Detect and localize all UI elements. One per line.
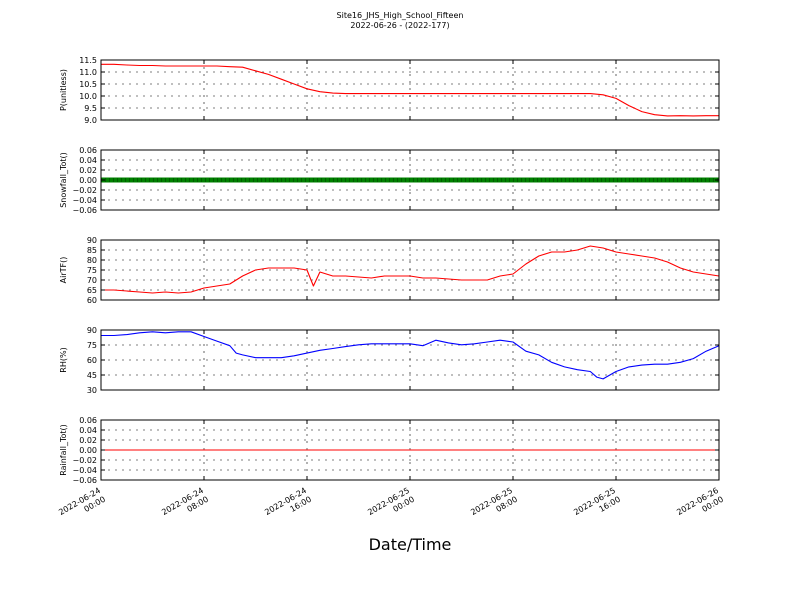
y-tick-label: −0.04 — [72, 196, 97, 205]
y-tick-label: 30 — [87, 386, 97, 395]
chart-title: Site16_JHS_High_School_Fifteen — [336, 11, 464, 20]
y-tick-label: 10.0 — [79, 92, 97, 101]
series-line — [101, 63, 719, 117]
y-tick-label: 0.02 — [79, 166, 97, 175]
x-tick-label: 2022-06-2500:00 — [366, 486, 416, 526]
x-tick-label: 2022-06-2516:00 — [572, 486, 622, 526]
y-tick-label: −0.06 — [72, 206, 97, 215]
y-tick-label: −0.04 — [72, 466, 97, 475]
y-tick-label: −0.06 — [72, 476, 97, 485]
y-tick-label: 11.5 — [79, 56, 97, 65]
y-tick-label: 0.02 — [79, 436, 97, 445]
y-tick-label: 70 — [87, 276, 97, 285]
y-tick-label: 0.06 — [79, 146, 97, 155]
y-tick-label: 45 — [87, 371, 97, 380]
series-line — [101, 331, 720, 380]
y-tick-label: 90 — [87, 326, 97, 335]
y-tick-label: 60 — [87, 356, 97, 365]
x-tick-label: 2022-06-2416:00 — [263, 486, 313, 526]
y-axis-label: P(unitless) — [59, 69, 68, 111]
y-tick-label: 75 — [87, 266, 97, 275]
y-axis-label: AirTF() — [59, 257, 68, 284]
y-tick-label: 85 — [87, 246, 97, 255]
x-tick-label: 2022-06-2508:00 — [469, 486, 519, 526]
chart-subtitle: 2022-06-26 - (2022-177) — [350, 21, 450, 30]
x-tick-label: 2022-06-2400:00 — [57, 486, 107, 526]
y-tick-label: 75 — [87, 341, 97, 350]
y-tick-label: 0.04 — [79, 426, 97, 435]
y-tick-label: 0.00 — [79, 176, 97, 185]
series-line — [101, 245, 720, 294]
y-axis-label: Snowfall_Tot() — [59, 152, 68, 208]
y-tick-label: 9.0 — [84, 116, 97, 125]
y-tick-label: 65 — [87, 286, 97, 295]
x-tick-label: 2022-06-2600:00 — [675, 486, 725, 526]
y-tick-label: 10.5 — [79, 80, 97, 89]
y-tick-label: 0.00 — [79, 446, 97, 455]
y-tick-label: 9.5 — [84, 104, 97, 113]
y-tick-label: 80 — [87, 256, 97, 265]
y-tick-label: 90 — [87, 236, 97, 245]
y-tick-label: 11.0 — [79, 68, 97, 77]
y-tick-label: 0.04 — [79, 156, 97, 165]
x-axis-label: Date/Time — [369, 535, 452, 554]
y-tick-label: 60 — [87, 296, 97, 305]
y-tick-label: 0.06 — [79, 416, 97, 425]
y-tick-label: −0.02 — [72, 186, 97, 195]
y-axis-label: RH(%) — [59, 347, 68, 372]
y-tick-label: −0.02 — [72, 456, 97, 465]
y-axis-label: Rainfall_Tot() — [59, 424, 68, 476]
x-tick-label: 2022-06-2408:00 — [160, 486, 210, 526]
